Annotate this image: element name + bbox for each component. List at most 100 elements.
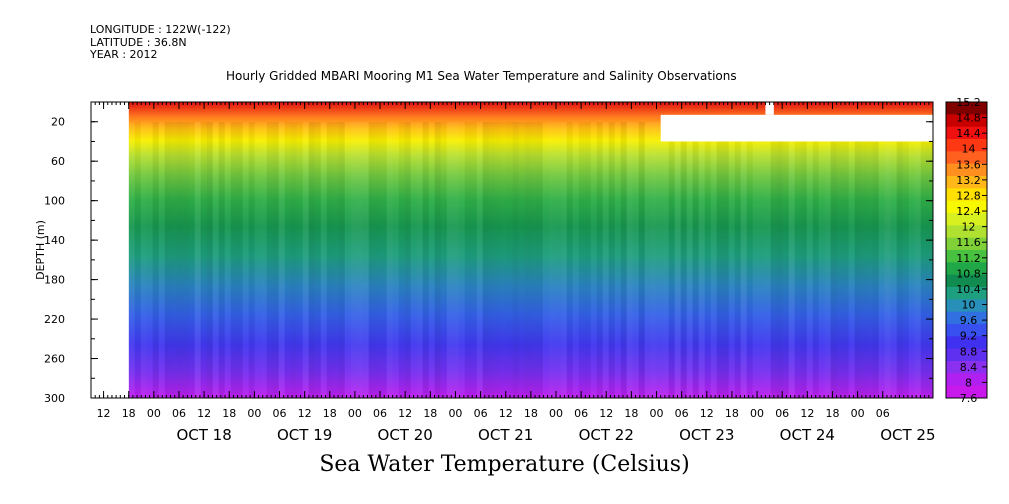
colorbar-label: 13.2	[956, 174, 981, 187]
variability-stripe	[770, 122, 777, 398]
variability-stripe	[705, 122, 711, 398]
x-tick-label: 00	[650, 407, 664, 420]
variability-stripe	[530, 122, 537, 398]
variability-stripe	[626, 122, 633, 398]
colorbar-label: 15.2	[956, 96, 981, 109]
variability-stripe	[656, 122, 663, 398]
x-tick-label: 12	[800, 407, 814, 420]
variability-stripe	[909, 122, 915, 398]
variability-stripe	[488, 122, 495, 398]
colorbar-swatch	[946, 287, 987, 300]
variability-stripe	[170, 122, 177, 398]
colorbar-swatch	[946, 250, 987, 263]
y-tick-label: 100	[44, 195, 65, 208]
colorbar-swatch	[946, 163, 987, 177]
colorbar-label: 8.8	[960, 345, 978, 358]
colorbar-swatch	[946, 188, 987, 202]
variability-stripe	[860, 122, 867, 398]
variability-stripe	[399, 122, 405, 398]
variability-stripe	[782, 122, 789, 398]
variability-stripe	[585, 122, 591, 398]
colorbar-label: 10	[962, 299, 976, 312]
variability-stripe	[579, 122, 585, 398]
variability-stripe	[411, 122, 417, 398]
x-day-label: OCT 23	[679, 426, 734, 444]
plot-area	[91, 102, 939, 398]
variability-stripe	[248, 122, 255, 398]
variability-stripe	[747, 122, 753, 398]
variability-stripe	[189, 122, 195, 398]
variability-stripe	[650, 122, 657, 398]
colorbar-label: 12.8	[956, 189, 981, 202]
bottom-title: Sea Water Temperature (Celsius)	[319, 452, 690, 477]
variability-stripe	[236, 122, 243, 398]
variability-stripe	[872, 122, 879, 398]
variability-stripe	[800, 122, 807, 398]
variability-stripe	[698, 122, 705, 398]
variability-stripe	[932, 122, 939, 398]
variability-stripe	[404, 122, 411, 398]
variability-stripe	[374, 122, 381, 398]
x-tick-label: 18	[323, 407, 337, 420]
variability-stripe	[338, 122, 345, 398]
colorbar-label: 14.4	[956, 127, 981, 140]
colorbar-swatch	[946, 262, 987, 276]
colorbar-label: 11.2	[956, 252, 981, 265]
variability-stripe	[512, 122, 519, 398]
variability-stripe	[380, 122, 387, 398]
variability-stripe	[147, 122, 153, 398]
variability-stripe	[314, 122, 321, 398]
variability-stripe	[230, 122, 237, 398]
colorbar-legend: 15.2 14.8 14.4 14 13.6 13.2 12.8 12.4 12 11.6 11.2…	[945, 96, 988, 405]
x-tick-label: 18	[122, 407, 136, 420]
colorbar-swatch	[946, 139, 987, 152]
variability-stripe	[842, 122, 849, 398]
variability-stripe	[536, 122, 543, 398]
colorbar-label: 14.8	[956, 112, 981, 125]
variability-stripe	[632, 122, 639, 398]
x-tick-label: 12	[398, 407, 412, 420]
variability-stripe	[441, 122, 447, 398]
variability-stripe	[854, 122, 861, 398]
variability-stripe	[884, 122, 891, 398]
x-tick-label: 12	[599, 407, 613, 420]
variability-stripe	[225, 122, 231, 398]
latitude-label: LATITUDE : 36.8N	[90, 35, 187, 49]
x-tick-label: 06	[373, 407, 387, 420]
y-tick-label: 180	[44, 274, 65, 287]
colorbar-label: 13.6	[956, 158, 981, 171]
variability-stripe	[416, 122, 423, 398]
variability-stripe	[206, 122, 213, 398]
axes: 20 60 100 140 180 220 260 300 DEPTH (m) 12 18 00 06 1…	[34, 101, 936, 444]
x-tick-label: 00	[851, 407, 865, 420]
x-tick-label: 00	[147, 407, 161, 420]
variability-stripe	[429, 122, 435, 398]
x-tick-label: 06	[474, 407, 488, 420]
x-tick-label: 18	[624, 407, 638, 420]
colorbar-swatch	[946, 126, 987, 140]
colorbar-label: 12	[962, 221, 976, 234]
variability-stripe	[812, 122, 819, 398]
variability-stripe	[212, 122, 219, 398]
variability-stripe	[164, 122, 171, 398]
variability-stripe	[135, 122, 141, 398]
variability-stripe	[482, 122, 489, 398]
variability-stripe	[278, 122, 285, 398]
colorbar-swatch	[946, 274, 987, 288]
variability-stripe	[501, 122, 507, 398]
variability-stripe	[458, 122, 465, 398]
variability-stripe	[914, 122, 921, 398]
y-tick-label: 60	[51, 155, 65, 168]
colorbar-label: 10.4	[956, 283, 981, 296]
variability-stripe	[729, 122, 735, 398]
year-label: YEAR : 2012	[90, 48, 158, 61]
variability-stripe	[368, 122, 375, 398]
variability-stripe	[243, 122, 249, 398]
chart-title: Hourly Gridded MBARI Mooring M1 Sea Wate…	[226, 69, 737, 83]
variability-stripe	[830, 122, 837, 398]
x-tick-label: 06	[172, 407, 186, 420]
variability-stripe	[849, 122, 855, 398]
colorbar-swatch	[946, 299, 987, 313]
variability-stripe	[140, 122, 147, 398]
